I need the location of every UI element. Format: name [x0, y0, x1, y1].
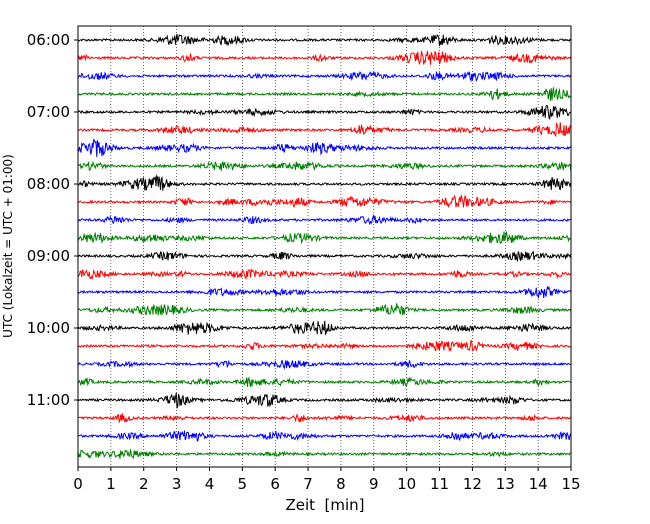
trace-row: [77, 231, 571, 245]
trace-row: [77, 194, 572, 209]
trace-row: [77, 413, 572, 424]
trace-row: [77, 286, 572, 299]
trace-lines: [77, 33, 572, 460]
x-tick-label: 10: [397, 475, 416, 493]
x-tick-label: 5: [238, 475, 248, 493]
trace-row: [77, 359, 571, 370]
trace-row: [77, 250, 572, 263]
x-axis-ticks: 0 1 2 3 4 5 6 7 8 9 10 11 12 13 14 15: [73, 467, 581, 493]
trace-row: [77, 104, 572, 121]
x-tick-label: 4: [205, 475, 215, 493]
trace-row: [77, 303, 572, 316]
trace-row: [77, 392, 572, 409]
trace-row: [77, 122, 572, 138]
x-axis-label: Zeit [min]: [285, 496, 364, 514]
y-tick-label: 10:00: [27, 319, 70, 337]
y-tick-label: 11:00: [27, 391, 70, 409]
trace-row: [77, 50, 572, 66]
trace-row: [77, 320, 571, 336]
x-tick-label: 0: [73, 475, 83, 493]
trace-row: [77, 213, 571, 226]
trace-row: [77, 339, 571, 353]
trace-row: [77, 449, 571, 460]
x-tick-label: 12: [463, 475, 482, 493]
x-tick-label: 11: [430, 475, 449, 493]
trace-row: [77, 33, 572, 47]
y-axis-label: UTC (Lokalzeit = UTC + 01:00): [1, 154, 15, 338]
x-tick-label: 13: [496, 475, 515, 493]
trace-row: [77, 376, 572, 388]
x-tick-label: 9: [369, 475, 379, 493]
trace-row: [77, 430, 572, 442]
trace-row: [77, 138, 572, 157]
trace-row: [77, 70, 572, 83]
x-tick-label: 3: [172, 475, 182, 493]
y-tick-label: 09:00: [27, 247, 70, 265]
trace-row: [77, 267, 572, 280]
y-axis-ticks: 06:00 07:00 08:00 09:00 10:00 11:00: [27, 31, 78, 409]
x-tick-label: 15: [561, 475, 580, 493]
x-tick-label: 7: [303, 475, 313, 493]
x-tick-label: 6: [270, 475, 280, 493]
x-tick-label: 8: [336, 475, 346, 493]
trace-row: [77, 174, 572, 191]
x-tick-label: 2: [139, 475, 149, 493]
x-tick-label: 14: [529, 475, 548, 493]
y-tick-label: 07:00: [27, 103, 70, 121]
trace-row: [77, 160, 572, 172]
x-tick-label: 1: [106, 475, 116, 493]
trace-row: [77, 87, 572, 101]
y-tick-label: 08:00: [27, 175, 70, 193]
axes-frame: [77, 25, 572, 468]
y-tick-label: 06:00: [27, 31, 70, 49]
